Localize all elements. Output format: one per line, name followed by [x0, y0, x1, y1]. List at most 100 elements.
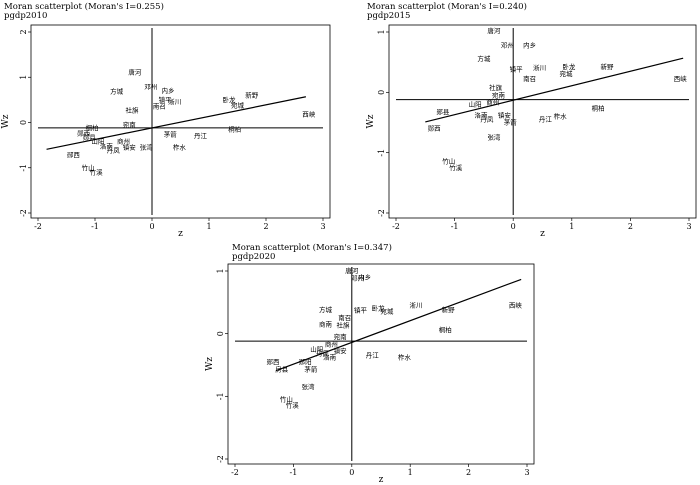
chart-title: Moran scatterplot (Moran's I=0.347): [232, 242, 392, 253]
point-label: 丹江: [539, 115, 553, 123]
point-label: 卧龙: [562, 62, 576, 71]
point-label: 山阳: [469, 99, 482, 108]
x-tick-label: -2: [392, 222, 400, 231]
point-label: 南召: [338, 313, 351, 322]
y-axis-label: Wz: [366, 114, 376, 128]
point-label: 淅川: [410, 300, 423, 309]
point-label: 淅川: [533, 63, 546, 72]
point-label: 方城: [319, 305, 333, 314]
chart-subtitle: pgdp2010: [4, 11, 47, 21]
point-label: 茅箭: [504, 118, 518, 127]
point-label: 山阳: [310, 344, 323, 353]
point-label: 镇平: [354, 305, 368, 314]
point-label: 竹溪: [286, 401, 300, 410]
point-label: 张湾: [140, 142, 154, 151]
x-tick-label: 1: [569, 222, 574, 231]
x-tick-label: -1: [451, 222, 459, 231]
point-label: 柞水: [173, 142, 187, 151]
point-label: 竹山: [280, 394, 293, 403]
point-label: 社旗: [489, 83, 503, 92]
point-label: 内乡: [161, 86, 174, 95]
x-tick-label: 0: [349, 468, 354, 477]
point-label: 唐河: [487, 26, 501, 35]
plot-frame: [388, 24, 697, 219]
y-tick-label: 0: [216, 331, 225, 336]
point-label: 竹山: [442, 157, 455, 166]
x-axis-label: z: [379, 475, 384, 485]
point-label: 郧西: [428, 125, 442, 133]
point-label: 唐河: [345, 266, 359, 275]
point-label: 方城: [477, 54, 491, 63]
point-label: 西峡: [674, 74, 688, 83]
regression-line: [275, 278, 522, 372]
x-tick-label: -2: [231, 468, 239, 477]
point-label: 宛城: [380, 307, 394, 316]
point-label: 卧龙: [222, 95, 236, 104]
point-label: 南召: [523, 74, 536, 83]
point-label: 郧阳: [299, 357, 312, 366]
y-tick-label: -2: [216, 455, 225, 463]
y-tick-label: -2: [377, 209, 386, 217]
regression-line: [425, 57, 684, 123]
point-label: 竹溪: [90, 167, 104, 176]
y-tick-label: 1: [377, 29, 386, 34]
x-tick-label: 1: [408, 468, 413, 477]
point-label: 宛南: [123, 120, 137, 129]
point-label: 新野: [245, 90, 259, 99]
point-label: 丹凤: [107, 147, 121, 155]
chart-title: Moran scatterplot (Moran's I=0.255): [4, 1, 164, 12]
point-label: 洛南: [474, 110, 488, 119]
y-tick-label: 0: [19, 120, 28, 125]
x-tick-label: 0: [149, 222, 154, 231]
point-label: 邓州: [351, 275, 364, 283]
y-tick-label: 0: [377, 90, 386, 95]
point-label: 丹江: [194, 132, 208, 140]
point-label: 新野: [442, 305, 456, 314]
x-tick-label: 2: [466, 468, 471, 477]
y-axis-label: Wz: [1, 114, 11, 128]
point-label: 丹江: [366, 352, 380, 360]
point-label: 西峡: [302, 109, 316, 118]
y-axis-label: Wz: [205, 357, 215, 371]
point-label: 内乡: [523, 40, 536, 49]
point-label: 内乡: [358, 272, 371, 281]
point-label: 房县: [275, 364, 289, 373]
point-label: 商南: [319, 319, 333, 328]
chart-title: Moran scatterplot (Moran's I=0.240): [367, 1, 527, 12]
chart-subtitle: pgdp2020: [232, 252, 275, 262]
point-label: 镇安: [334, 346, 348, 355]
x-tick-label: -1: [91, 222, 99, 231]
point-label: 淅川: [168, 97, 181, 106]
x-tick-label: -1: [290, 468, 298, 477]
point-label: 镇安: [498, 110, 512, 119]
point-label: 茅箭: [304, 364, 318, 373]
point-label: 镇安: [123, 142, 137, 151]
point-label: 商州: [325, 339, 338, 348]
point-label: 洛南: [323, 352, 337, 361]
point-label: 西峡: [509, 300, 523, 309]
point-label: 竹山: [82, 163, 95, 172]
point-label: 郧西: [77, 129, 91, 137]
x-tick-label: -2: [34, 222, 42, 231]
point-label: 唐河: [128, 68, 142, 77]
point-label: 桐柏: [86, 123, 99, 132]
point-label: 宛城: [231, 100, 245, 109]
y-tick-label: -1: [19, 164, 28, 172]
point-label: 南召: [153, 102, 166, 111]
x-tick-label: 2: [263, 222, 268, 231]
point-label: 郧西: [67, 151, 81, 159]
point-label: 镇平: [510, 64, 524, 73]
plot-frame: [30, 24, 331, 219]
point-label: 柞水: [554, 111, 568, 120]
point-label: 宛南: [334, 332, 348, 341]
x-tick-label: 0: [511, 222, 516, 231]
y-tick-label: 2: [19, 29, 28, 34]
point-label: 郧西: [266, 358, 280, 366]
chart-subtitle: pgdp2015: [367, 11, 410, 21]
point-label: 丹凤: [480, 115, 494, 123]
point-label: 商州: [486, 98, 499, 107]
point-label: 张湾: [302, 382, 316, 391]
moran-chart-2: Moran scatterplot (Moran's I=0.240)pgdp2…: [366, 1, 697, 239]
point-label: 商州: [117, 137, 130, 146]
